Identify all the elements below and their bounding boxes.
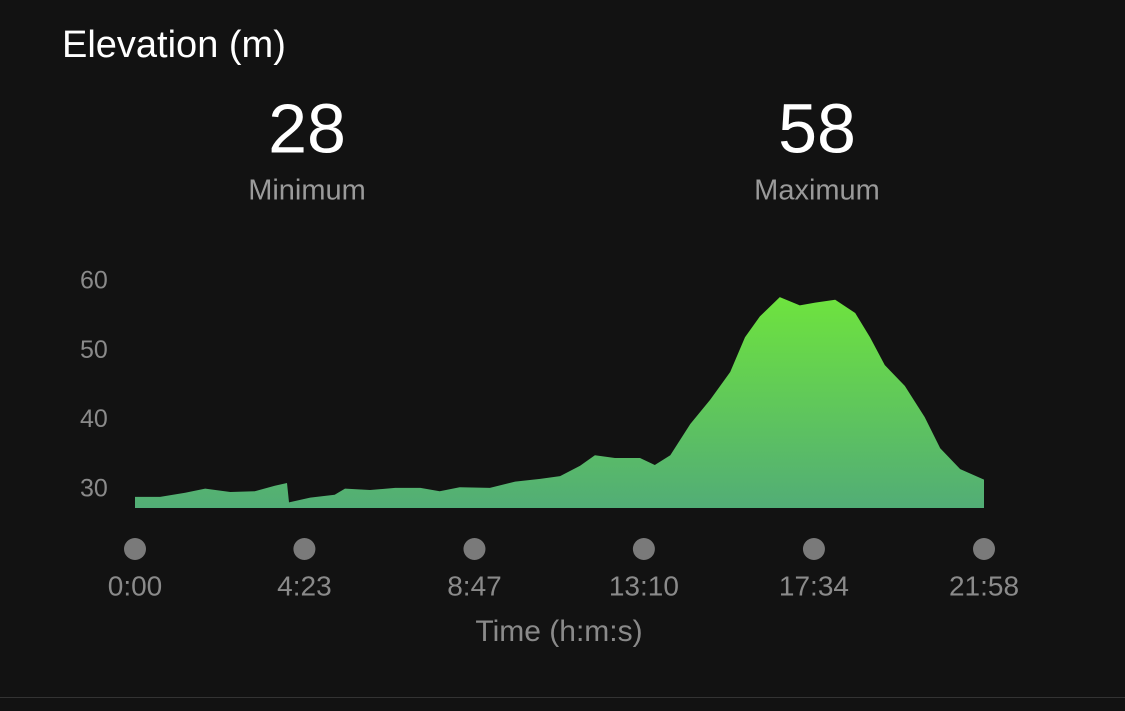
x-tick-label: 13:10	[609, 570, 679, 601]
x-tick-dot	[293, 538, 316, 560]
x-tick-label: 17:34	[779, 570, 849, 601]
y-tick-label: 50	[80, 336, 108, 364]
x-tick-dot	[463, 538, 486, 560]
x-tick-label: 0:00	[108, 570, 163, 601]
x-tick-dot	[973, 538, 995, 560]
x-tick-label: 21:58	[949, 570, 1019, 601]
stat-label: Maximum	[754, 175, 880, 207]
x-tick-label: 4:23	[277, 570, 332, 601]
x-axis-label: Time (h:m:s)	[475, 615, 642, 648]
stat-value: 28	[268, 89, 346, 167]
y-tick-label: 60	[80, 266, 108, 294]
x-tick-dot	[802, 538, 825, 560]
y-tick-label: 30	[80, 475, 108, 503]
x-tick-dot	[632, 538, 655, 560]
card-title: Elevation (m)	[62, 24, 286, 66]
y-tick-label: 40	[80, 405, 108, 433]
stat-value: 58	[778, 89, 856, 167]
x-tick-label: 8:47	[447, 570, 502, 601]
stat-label: Minimum	[248, 175, 366, 207]
x-tick-dot	[124, 538, 146, 560]
elevation-area	[135, 297, 984, 508]
